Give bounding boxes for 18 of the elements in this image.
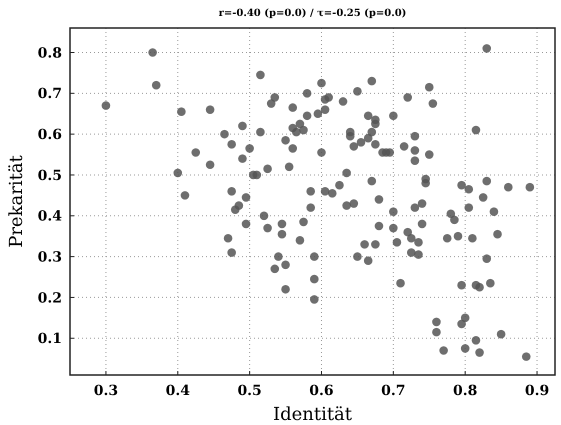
y-tick-label: 0.6 — [38, 127, 62, 144]
x-tick-label: 0.6 — [309, 383, 334, 399]
x-tick-label: 0.8 — [453, 383, 478, 399]
y-axis-title: Prekarität — [6, 154, 27, 248]
x-tick-label: 0.7 — [381, 383, 406, 399]
x-axis-title: Identität — [272, 404, 353, 425]
x-tick-label: 0.3 — [94, 383, 118, 399]
y-tick-label: 0.5 — [38, 168, 62, 184]
y-tick-label: 0.1 — [38, 331, 62, 348]
chart-title: r=-0.40 (p=0.0) / τ=-0.25 (p=0.0) — [218, 8, 406, 19]
y-tick-label: 0.2 — [38, 290, 62, 306]
x-tick-label: 0.4 — [166, 383, 190, 399]
y-tick-label: 0.8 — [38, 45, 62, 62]
y-tick-label: 0.4 — [38, 208, 62, 225]
y-tick-label: 0.7 — [38, 86, 62, 102]
x-tick-label: 0.9 — [524, 383, 550, 399]
x-tick-label: 0.5 — [237, 383, 262, 399]
y-tick-label: 0.3 — [38, 250, 62, 266]
